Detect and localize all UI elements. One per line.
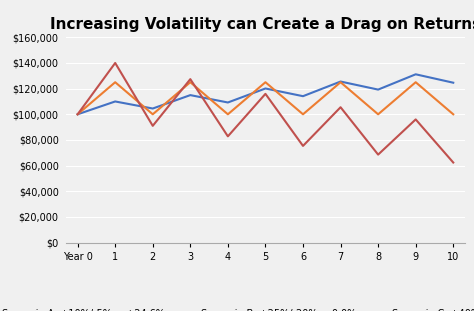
Scenario C: +40%/-35% = -37.6%: (5, 1.16e+05): +40%/-35% = -37.6%: (5, 1.16e+05) — [263, 92, 268, 96]
Scenario A: +10%/-5% = +24.6%: (4, 1.09e+05): +10%/-5% = +24.6%: (4, 1.09e+05) — [225, 101, 231, 104]
Title: Increasing Volatility can Create a Drag on Returns: Increasing Volatility can Create a Drag … — [50, 17, 474, 32]
Scenario B: +25%/-20% = 0.0%: (8, 1e+05): +25%/-20% = 0.0%: (8, 1e+05) — [375, 112, 381, 116]
Line: Scenario A: +10%/-5% = +24.6%: Scenario A: +10%/-5% = +24.6% — [78, 74, 453, 114]
Scenario A: +10%/-5% = +24.6%: (7, 1.26e+05): +10%/-5% = +24.6%: (7, 1.26e+05) — [337, 80, 343, 83]
Scenario A: +10%/-5% = +24.6%: (3, 1.15e+05): +10%/-5% = +24.6%: (3, 1.15e+05) — [188, 93, 193, 97]
Scenario A: +10%/-5% = +24.6%: (9, 1.31e+05): +10%/-5% = +24.6%: (9, 1.31e+05) — [413, 72, 419, 76]
Scenario B: +25%/-20% = 0.0%: (6, 1e+05): +25%/-20% = 0.0%: (6, 1e+05) — [300, 112, 306, 116]
Line: Scenario C: +40%/-35% = -37.6%: Scenario C: +40%/-35% = -37.6% — [78, 63, 453, 163]
Scenario A: +10%/-5% = +24.6%: (10, 1.25e+05): +10%/-5% = +24.6%: (10, 1.25e+05) — [450, 81, 456, 85]
Scenario C: +40%/-35% = -37.6%: (4, 8.28e+04): +40%/-35% = -37.6%: (4, 8.28e+04) — [225, 134, 231, 138]
Scenario A: +10%/-5% = +24.6%: (1, 1.1e+05): +10%/-5% = +24.6%: (1, 1.1e+05) — [112, 100, 118, 103]
Scenario C: +40%/-35% = -37.6%: (0, 1e+05): +40%/-35% = -37.6%: (0, 1e+05) — [75, 112, 81, 116]
Scenario A: +10%/-5% = +24.6%: (0, 1e+05): +10%/-5% = +24.6%: (0, 1e+05) — [75, 112, 81, 116]
Line: Scenario B: +25%/-20% = 0.0%: Scenario B: +25%/-20% = 0.0% — [78, 82, 453, 114]
Scenario A: +10%/-5% = +24.6%: (2, 1.05e+05): +10%/-5% = +24.6%: (2, 1.05e+05) — [150, 107, 155, 110]
Scenario B: +25%/-20% = 0.0%: (1, 1.25e+05): +25%/-20% = 0.0%: (1, 1.25e+05) — [112, 80, 118, 84]
Scenario C: +40%/-35% = -37.6%: (1, 1.4e+05): +40%/-35% = -37.6%: (1, 1.4e+05) — [112, 61, 118, 65]
Scenario B: +25%/-20% = 0.0%: (4, 1e+05): +25%/-20% = 0.0%: (4, 1e+05) — [225, 112, 231, 116]
Scenario B: +25%/-20% = 0.0%: (7, 1.25e+05): +25%/-20% = 0.0%: (7, 1.25e+05) — [337, 80, 343, 84]
Scenario A: +10%/-5% = +24.6%: (5, 1.2e+05): +10%/-5% = +24.6%: (5, 1.2e+05) — [263, 86, 268, 90]
Scenario B: +25%/-20% = 0.0%: (9, 1.25e+05): +25%/-20% = 0.0%: (9, 1.25e+05) — [413, 80, 419, 84]
Scenario C: +40%/-35% = -37.6%: (7, 1.05e+05): +40%/-35% = -37.6%: (7, 1.05e+05) — [337, 105, 343, 109]
Scenario C: +40%/-35% = -37.6%: (10, 6.24e+04): +40%/-35% = -37.6%: (10, 6.24e+04) — [450, 161, 456, 165]
Scenario C: +40%/-35% = -37.6%: (9, 9.6e+04): +40%/-35% = -37.6%: (9, 9.6e+04) — [413, 118, 419, 121]
Scenario C: +40%/-35% = -37.6%: (3, 1.27e+05): +40%/-35% = -37.6%: (3, 1.27e+05) — [188, 77, 193, 81]
Scenario B: +25%/-20% = 0.0%: (0, 1e+05): +25%/-20% = 0.0%: (0, 1e+05) — [75, 112, 81, 116]
Scenario B: +25%/-20% = 0.0%: (10, 1e+05): +25%/-20% = 0.0%: (10, 1e+05) — [450, 112, 456, 116]
Scenario C: +40%/-35% = -37.6%: (2, 9.1e+04): +40%/-35% = -37.6%: (2, 9.1e+04) — [150, 124, 155, 128]
Scenario C: +40%/-35% = -37.6%: (6, 7.54e+04): +40%/-35% = -37.6%: (6, 7.54e+04) — [300, 144, 306, 148]
Scenario A: +10%/-5% = +24.6%: (8, 1.19e+05): +10%/-5% = +24.6%: (8, 1.19e+05) — [375, 88, 381, 91]
Scenario C: +40%/-35% = -37.6%: (8, 6.86e+04): +40%/-35% = -37.6%: (8, 6.86e+04) — [375, 153, 381, 156]
Scenario B: +25%/-20% = 0.0%: (3, 1.25e+05): +25%/-20% = 0.0%: (3, 1.25e+05) — [188, 80, 193, 84]
Scenario B: +25%/-20% = 0.0%: (2, 1e+05): +25%/-20% = 0.0%: (2, 1e+05) — [150, 112, 155, 116]
Scenario A: +10%/-5% = +24.6%: (6, 1.14e+05): +10%/-5% = +24.6%: (6, 1.14e+05) — [300, 94, 306, 98]
Scenario B: +25%/-20% = 0.0%: (5, 1.25e+05): +25%/-20% = 0.0%: (5, 1.25e+05) — [263, 80, 268, 84]
Legend: Scenario A: +10%/-5% = +24.6%, Scenario B: +25%/-20% = 0.0%, Scenario C: +40%/-3: Scenario A: +10%/-5% = +24.6%, Scenario … — [0, 305, 474, 311]
